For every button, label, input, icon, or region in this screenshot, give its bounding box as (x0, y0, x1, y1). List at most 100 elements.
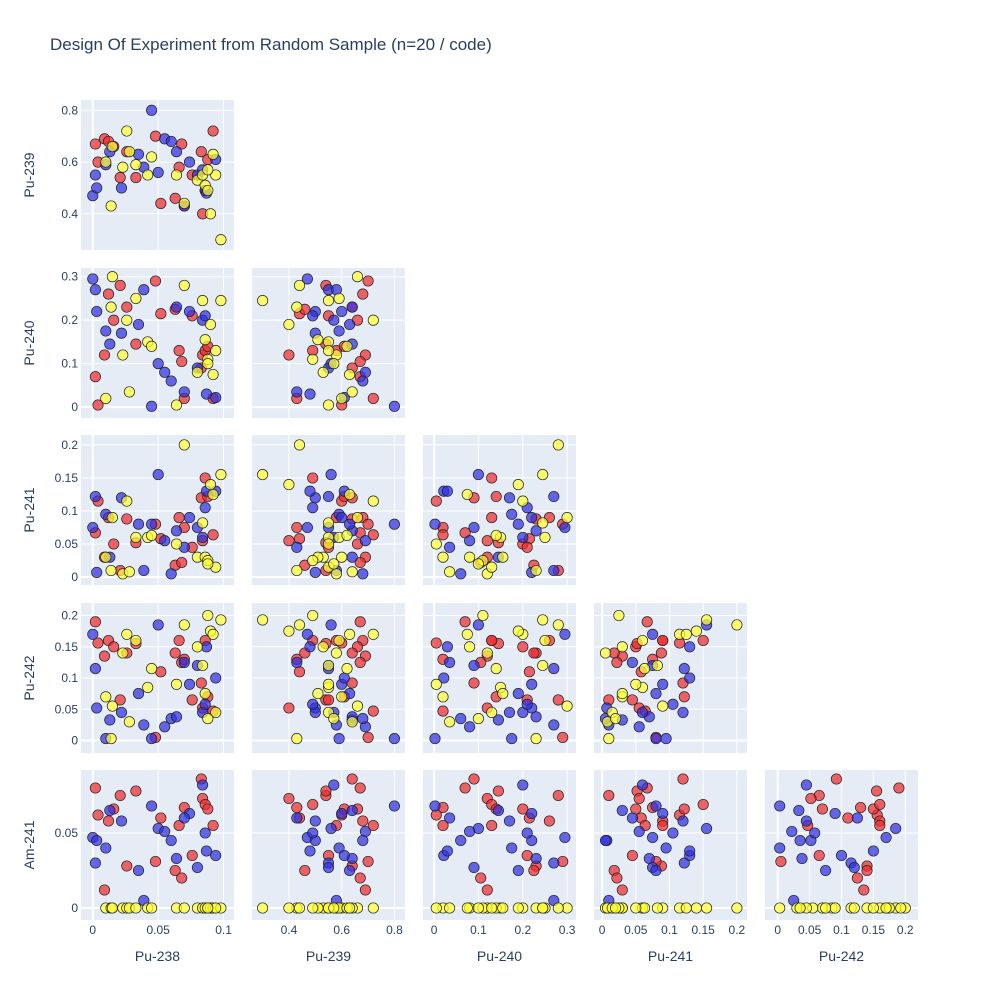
data-point-s1-12[interactable] (336, 305, 348, 318)
data-point-s2-19[interactable] (328, 713, 340, 725)
data-point-s1-19[interactable] (650, 688, 662, 700)
data-point-s1-10[interactable] (357, 834, 369, 847)
data-point-s1-8[interactable] (472, 619, 484, 631)
data-point-s1-10[interactable] (455, 834, 467, 847)
data-point-s1-9[interactable] (159, 366, 171, 378)
data-point-s1-17[interactable] (178, 386, 190, 398)
data-point-s2-2[interactable] (351, 512, 364, 524)
data-point-s1-19[interactable] (512, 518, 524, 530)
data-point-s2-8[interactable] (146, 151, 158, 163)
data-point-s1-10[interactable] (357, 713, 369, 725)
data-point-s2-17[interactable] (701, 614, 713, 626)
data-point-s2-17[interactable] (537, 469, 549, 481)
data-point-s2-2[interactable] (351, 700, 364, 712)
data-point-s1-7[interactable] (429, 733, 441, 745)
data-point-s0-8[interactable] (362, 518, 374, 530)
data-point-s0-6[interactable] (121, 860, 133, 872)
data-point-s1-19[interactable] (650, 864, 662, 877)
data-point-s1-19[interactable] (344, 518, 356, 530)
data-point-s0-1[interactable] (430, 495, 442, 507)
data-point-s1-3[interactable] (506, 842, 518, 854)
data-point-s1-7[interactable] (146, 518, 158, 530)
data-point-s2-1[interactable] (291, 301, 303, 313)
data-point-s2-12[interactable] (197, 517, 209, 529)
data-point-s2-0[interactable] (100, 691, 112, 703)
data-point-s2-19[interactable] (202, 713, 214, 725)
data-point-s0-9[interactable] (293, 666, 306, 678)
data-point-s1-5[interactable] (115, 182, 128, 194)
data-point-s2-8[interactable] (639, 663, 651, 675)
data-point-s0-14[interactable] (813, 849, 825, 862)
data-point-s2-12[interactable] (537, 517, 549, 529)
data-point-s2-4[interactable] (121, 125, 133, 137)
data-point-s1-7[interactable] (429, 800, 441, 812)
data-point-s0-18[interactable] (207, 529, 219, 541)
data-point-s0-9[interactable] (155, 308, 167, 320)
data-point-s2-17[interactable] (537, 902, 549, 914)
data-point-s1-15[interactable] (809, 827, 821, 839)
data-point-s2-10[interactable] (293, 439, 306, 451)
data-point-s0-15[interactable] (468, 773, 480, 785)
data-point-s1-18[interactable] (441, 641, 453, 653)
data-point-s0-3[interactable] (357, 815, 369, 827)
data-point-s2-4[interactable] (367, 902, 379, 914)
data-point-s1-18[interactable] (304, 485, 316, 497)
data-point-s1-2[interactable] (91, 182, 103, 194)
data-point-s1-11[interactable] (346, 301, 358, 313)
data-point-s1-12[interactable] (183, 305, 196, 318)
data-point-s1-0[interactable] (301, 521, 313, 534)
data-point-s1-19[interactable] (132, 318, 145, 331)
data-point-s2-2[interactable] (351, 271, 364, 283)
data-point-s1-18[interactable] (441, 845, 453, 857)
data-point-s2-2[interactable] (106, 141, 118, 153)
data-point-s2-8[interactable] (490, 529, 502, 541)
data-point-s0-12[interactable] (475, 872, 487, 884)
data-point-s1-12[interactable] (183, 156, 196, 168)
data-point-s1-15[interactable] (199, 502, 211, 514)
data-point-s0-12[interactable] (354, 355, 366, 368)
data-point-s1-11[interactable] (796, 852, 808, 865)
data-point-s1-19[interactable] (344, 318, 356, 331)
data-point-s1-6[interactable] (548, 719, 560, 731)
data-point-s1-11[interactable] (170, 146, 183, 158)
data-point-s2-5[interactable] (444, 716, 456, 728)
data-point-s2-0[interactable] (100, 392, 112, 404)
data-point-s1-14[interactable] (517, 531, 529, 543)
data-point-s1-8[interactable] (472, 469, 484, 481)
data-point-s0-12[interactable] (611, 656, 623, 668)
data-point-s0-9[interactable] (155, 197, 167, 209)
data-point-s2-16[interactable] (207, 368, 219, 381)
data-point-s2-17[interactable] (215, 469, 227, 481)
data-point-s1-17[interactable] (626, 656, 638, 668)
data-point-s2-9[interactable] (170, 538, 183, 550)
data-point-s2-1[interactable] (291, 564, 303, 577)
data-point-s2-17[interactable] (257, 614, 269, 626)
data-point-s2-3[interactable] (117, 349, 129, 361)
data-point-s1-7[interactable] (388, 400, 400, 412)
data-point-s1-3[interactable] (774, 842, 786, 854)
data-point-s2-12[interactable] (322, 659, 335, 672)
data-point-s1-18[interactable] (441, 485, 453, 497)
data-point-s2-14[interactable] (202, 609, 214, 622)
data-point-s0-15[interactable] (677, 773, 689, 785)
data-point-s2-14[interactable] (307, 353, 319, 365)
data-point-s0-15[interactable] (346, 773, 358, 785)
data-point-s1-11[interactable] (530, 525, 542, 537)
data-point-s2-8[interactable] (146, 902, 158, 914)
data-point-s1-7[interactable] (388, 733, 400, 745)
data-point-s1-15[interactable] (521, 698, 533, 710)
data-point-s1-17[interactable] (291, 541, 303, 553)
data-point-s1-18[interactable] (304, 845, 316, 857)
data-point-s2-8[interactable] (341, 529, 353, 541)
data-point-s2-4[interactable] (121, 495, 133, 507)
data-point-s1-11[interactable] (170, 301, 183, 313)
data-point-s1-9[interactable] (159, 721, 171, 733)
data-point-s2-10[interactable] (293, 619, 306, 631)
data-point-s0-19[interactable] (202, 803, 214, 815)
data-point-s1-14[interactable] (636, 706, 649, 718)
data-point-s2-18[interactable] (210, 169, 222, 181)
data-point-s0-10[interactable] (169, 192, 181, 204)
data-point-s1-11[interactable] (170, 852, 183, 865)
data-point-s1-17[interactable] (291, 386, 303, 398)
data-point-s1-1[interactable] (89, 169, 101, 181)
